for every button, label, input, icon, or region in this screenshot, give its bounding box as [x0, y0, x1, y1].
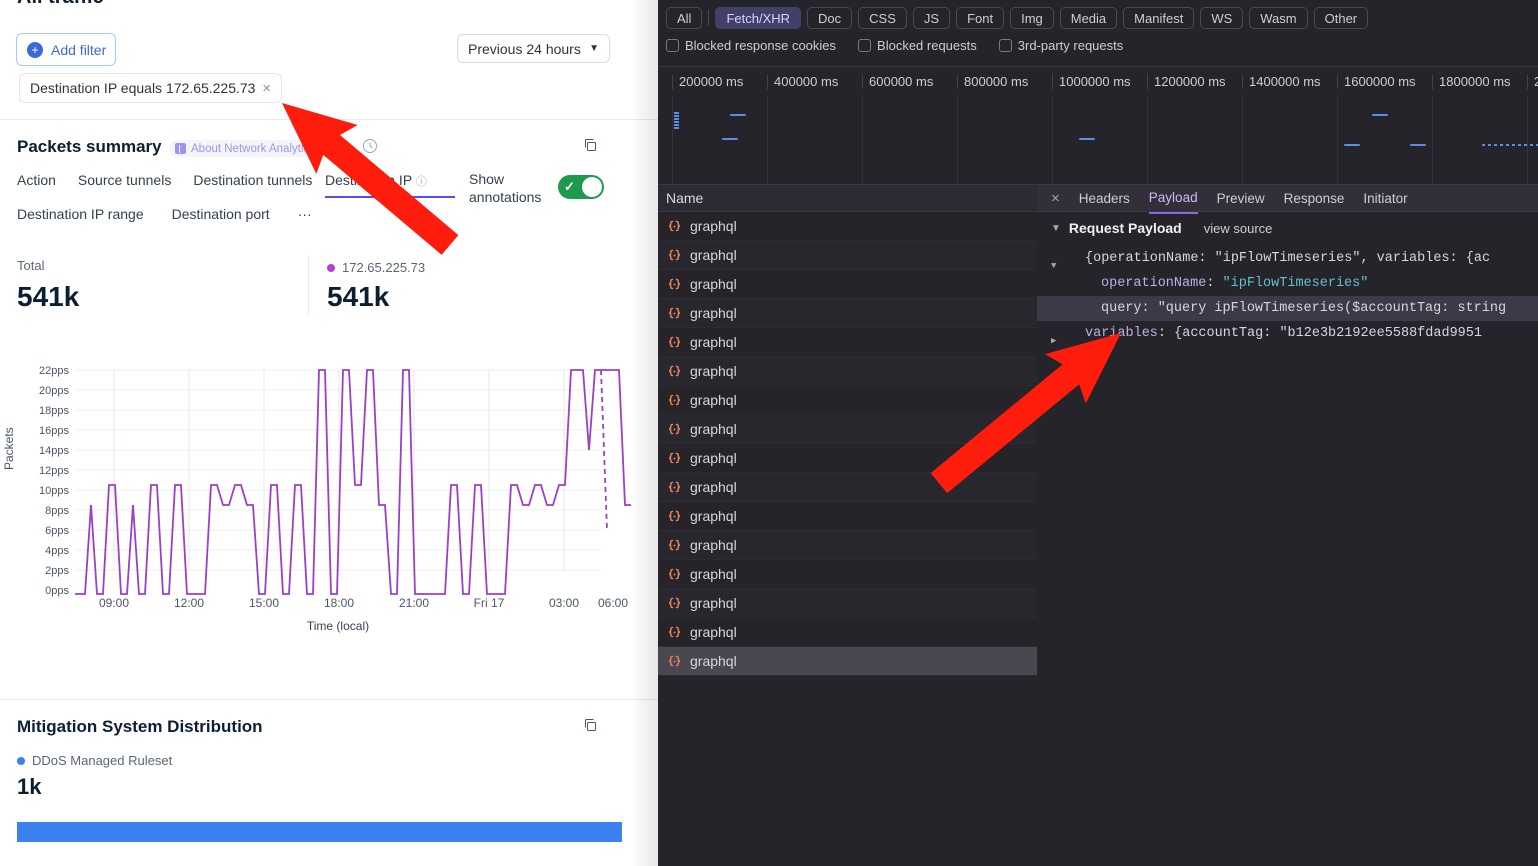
svg-text:06:00: 06:00 [598, 596, 628, 610]
svg-text:6pps: 6pps [45, 525, 69, 537]
svg-text:20pps: 20pps [39, 385, 69, 397]
svg-text:22pps: 22pps [39, 365, 69, 377]
svg-text:12:00: 12:00 [174, 596, 204, 610]
svg-text:0pps: 0pps [45, 585, 69, 597]
svg-text:Fri 17: Fri 17 [474, 596, 505, 610]
svg-text:15:00: 15:00 [249, 596, 279, 610]
svg-text:8pps: 8pps [45, 505, 69, 517]
svg-text:10pps: 10pps [39, 485, 69, 497]
svg-text:12pps: 12pps [39, 465, 69, 477]
svg-text:14pps: 14pps [39, 445, 69, 457]
svg-text:Time (local): Time (local) [307, 619, 369, 633]
svg-text:4pps: 4pps [45, 545, 69, 557]
svg-text:21:00: 21:00 [399, 596, 429, 610]
svg-text:18:00: 18:00 [324, 596, 354, 610]
svg-text:18pps: 18pps [39, 405, 69, 417]
svg-text:03:00: 03:00 [549, 596, 579, 610]
svg-text:2pps: 2pps [45, 565, 69, 577]
svg-text:16pps: 16pps [39, 425, 69, 437]
svg-text:09:00: 09:00 [99, 596, 129, 610]
